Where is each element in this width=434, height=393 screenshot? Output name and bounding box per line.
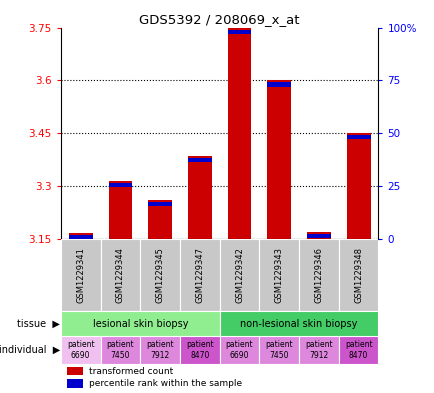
Text: percentile rank within the sample: percentile rank within the sample xyxy=(89,379,242,388)
Bar xyxy=(69,233,92,239)
Bar xyxy=(67,367,83,375)
Bar xyxy=(187,156,211,239)
Text: GSM1229347: GSM1229347 xyxy=(195,247,204,303)
Bar xyxy=(306,231,330,239)
Bar xyxy=(67,379,83,388)
Bar xyxy=(338,336,378,364)
Bar xyxy=(61,336,100,364)
Bar xyxy=(259,336,299,364)
Bar xyxy=(338,239,378,311)
Bar xyxy=(306,234,330,238)
Text: non-lesional skin biopsy: non-lesional skin biopsy xyxy=(240,319,357,329)
Bar xyxy=(140,336,180,364)
Bar xyxy=(299,239,338,311)
Text: GSM1229344: GSM1229344 xyxy=(116,247,125,303)
Text: transformed count: transformed count xyxy=(89,367,173,376)
Title: GDS5392 / 208069_x_at: GDS5392 / 208069_x_at xyxy=(139,13,299,26)
Text: GSM1229343: GSM1229343 xyxy=(274,247,283,303)
Bar xyxy=(187,158,211,162)
Text: patient
6690: patient 6690 xyxy=(67,340,94,360)
Text: GSM1229346: GSM1229346 xyxy=(314,247,322,303)
Bar xyxy=(69,235,92,240)
Bar xyxy=(108,183,132,187)
Bar xyxy=(148,200,172,239)
Bar xyxy=(219,239,259,311)
Bar xyxy=(108,180,132,239)
Bar xyxy=(100,239,140,311)
Bar xyxy=(180,336,219,364)
Bar xyxy=(227,28,251,239)
Text: GSM1229345: GSM1229345 xyxy=(155,247,164,303)
Bar xyxy=(148,202,172,206)
Text: tissue  ▶: tissue ▶ xyxy=(17,319,60,329)
Bar xyxy=(219,336,259,364)
Bar xyxy=(346,133,370,239)
Bar xyxy=(259,239,299,311)
Bar xyxy=(267,80,290,239)
Text: patient
6690: patient 6690 xyxy=(225,340,253,360)
Bar xyxy=(219,311,378,336)
Text: lesional skin biopsy: lesional skin biopsy xyxy=(92,319,187,329)
Bar xyxy=(267,83,290,86)
Bar xyxy=(61,239,100,311)
Text: patient
7450: patient 7450 xyxy=(106,340,134,360)
Bar xyxy=(180,239,219,311)
Bar xyxy=(299,336,338,364)
Text: GSM1229348: GSM1229348 xyxy=(353,247,362,303)
Text: patient
7912: patient 7912 xyxy=(146,340,174,360)
Bar xyxy=(61,311,219,336)
Text: individual  ▶: individual ▶ xyxy=(0,345,60,355)
Bar xyxy=(140,239,180,311)
Bar xyxy=(100,336,140,364)
Text: patient
7450: patient 7450 xyxy=(265,340,293,360)
Text: patient
8470: patient 8470 xyxy=(344,340,372,360)
Text: patient
7912: patient 7912 xyxy=(304,340,332,360)
Bar xyxy=(346,135,370,140)
Text: GSM1229342: GSM1229342 xyxy=(234,247,243,303)
Text: GSM1229341: GSM1229341 xyxy=(76,247,85,303)
Text: patient
8470: patient 8470 xyxy=(186,340,213,360)
Bar xyxy=(227,29,251,34)
